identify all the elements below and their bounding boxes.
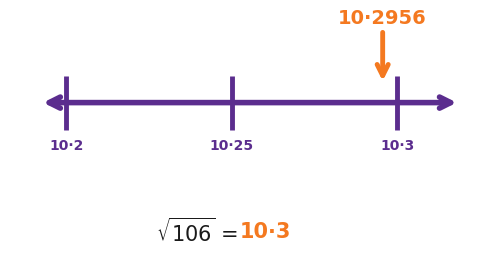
Text: 10·2956: 10·2956 (338, 9, 427, 28)
Text: 10·25: 10·25 (210, 139, 254, 153)
Text: $\sqrt{106}$ =: $\sqrt{106}$ = (156, 218, 240, 247)
Text: 10·3: 10·3 (240, 222, 291, 242)
Text: 10·3: 10·3 (380, 139, 414, 153)
Text: 10·2: 10·2 (49, 139, 84, 153)
